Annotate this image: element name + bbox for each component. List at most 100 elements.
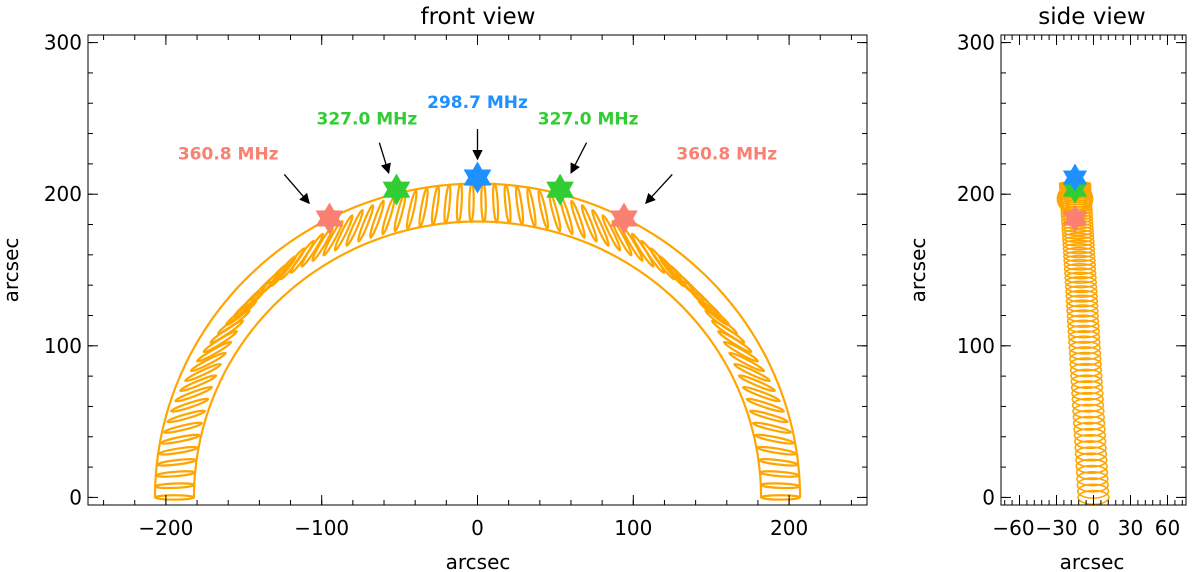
loop-cross-section [163,421,204,434]
side-loop-cross-section [1064,267,1097,280]
side-loop-cross-section [1062,235,1095,247]
side-loop-cross-section [1062,239,1095,251]
0-y-tick-label: 100 [44,334,82,358]
1-x-tick-label: −30 [1035,516,1077,540]
loop-cross-section [369,199,385,239]
side-loop-cross-section [1063,258,1097,271]
side-loop [1056,181,1110,506]
side-loop-cross-section [1069,357,1102,372]
loop-cross-section [759,494,802,501]
side-loop-cross-section [1071,397,1105,413]
loop-cross-section [733,362,771,383]
loop-cross-section [503,183,512,225]
loop-cross-section [333,214,354,252]
side-loop-cross-section [1070,368,1103,384]
side-loop-cross-section [1061,229,1095,240]
side-loop-cross-section [1068,335,1101,350]
1-y-tick-label: 300 [957,31,995,55]
loop-cross-section [405,189,418,230]
front-view-panel: front view 360.8 MHz 327.0 MHz 298.7 MHz 32… [0,4,868,572]
annotation-arrow [283,174,310,205]
side-loop-cross-section [1072,403,1105,419]
0-y-tick-label: 200 [44,182,82,206]
loop-cross-section [737,374,776,393]
front-sources [315,161,638,235]
loop-cross-section [179,374,218,393]
frequency-label: 360.8 MHz [178,144,279,164]
loop-inner-edge [192,220,763,498]
side-loop-cross-section [1063,254,1096,267]
loop-outer-edge [153,182,802,498]
side-view-title: side view [1038,4,1145,30]
loop-cross-section [170,397,210,413]
side-loop-cross-section [1065,294,1099,308]
front-y-axis-label: arcsec [0,238,23,303]
side-loop-cross-section [1075,464,1109,481]
side-loop-cross-section [1072,409,1105,425]
1-x-tick-label: −60 [992,516,1034,540]
loop-cross-section [430,184,441,226]
front-arrows [283,129,673,205]
source-star-marker [463,161,492,194]
side-loop-cross-section [1071,391,1104,407]
loop-cross-section [480,182,487,224]
front-x-axis-label: arcsec [446,550,511,572]
side-loop-cross-section [1064,280,1098,294]
loop-cross-section [166,409,206,424]
loop-cross-section [728,351,766,373]
frequency-label: 298.7 MHz [427,93,528,113]
loop-cross-section [756,445,798,456]
loop-cross-section [345,208,364,247]
loop-cross-section [468,182,475,224]
side-loop-cross-section [1073,433,1107,450]
side-loop-cross-section [1076,471,1109,487]
loop-cross-section [153,494,196,501]
side-loop-cross-section [1076,477,1109,493]
side-view-panel: side view −60 −30 0 30 60 0 100 200 300 arcsec a… [906,4,1187,572]
frequency-label: 360.8 MHz [676,144,777,164]
side-source-star-marker [1062,204,1088,233]
side-loop-cross-section [1069,351,1102,366]
side-loop-cross-section [1070,374,1103,389]
side-loop-cross-section [1073,421,1106,437]
loop-cross-section [154,482,196,490]
loop-cross-section [160,433,201,445]
side-loop-cross-section [1075,458,1108,474]
side-source-star-marker [1062,163,1088,192]
source-star-marker [315,202,344,235]
1-y-tick-label: 200 [957,182,995,206]
loop-cross-section [491,182,500,224]
0-x-tick-label: −200 [138,516,193,540]
loop-cross-section [611,219,633,257]
side-loop-cross-section [1063,262,1097,275]
side-loop-cross-section [1066,304,1099,318]
0-x-tick-label: −100 [294,516,349,540]
loop-cross-section [745,397,785,413]
loop-cross-section [216,309,251,336]
loop-cross-section [455,182,464,224]
side-x-axis-label: arcsec [1060,550,1125,572]
side-loop-cross-section [1062,243,1096,255]
loop-cross-section [570,199,586,239]
loop-cross-section [757,458,799,467]
annotation-arrow [570,142,588,174]
0-y-tick-label: 0 [69,485,82,509]
0-x-tick-label: 100 [614,516,652,540]
side-loop-cross-section [1068,340,1101,355]
side-loop-cross-section [1072,415,1106,431]
1-y-tick-label: 100 [957,334,995,358]
loop-cross-section [322,219,344,257]
loop-cross-section [357,204,375,243]
side-loop-cross-section [1066,309,1100,323]
loop-cross-section [751,421,792,434]
loop-cross-section [591,208,610,247]
loop-cross-section [174,385,214,403]
0-y-tick-label: 300 [44,31,82,55]
side-loop-cross-section [1074,440,1107,456]
loop-cross-section [418,186,429,228]
side-loop-cross-section [1069,362,1103,378]
loop-cross-section [601,214,622,252]
loop-cross-section [741,385,781,403]
1-x-tick-label: 30 [1118,516,1143,540]
